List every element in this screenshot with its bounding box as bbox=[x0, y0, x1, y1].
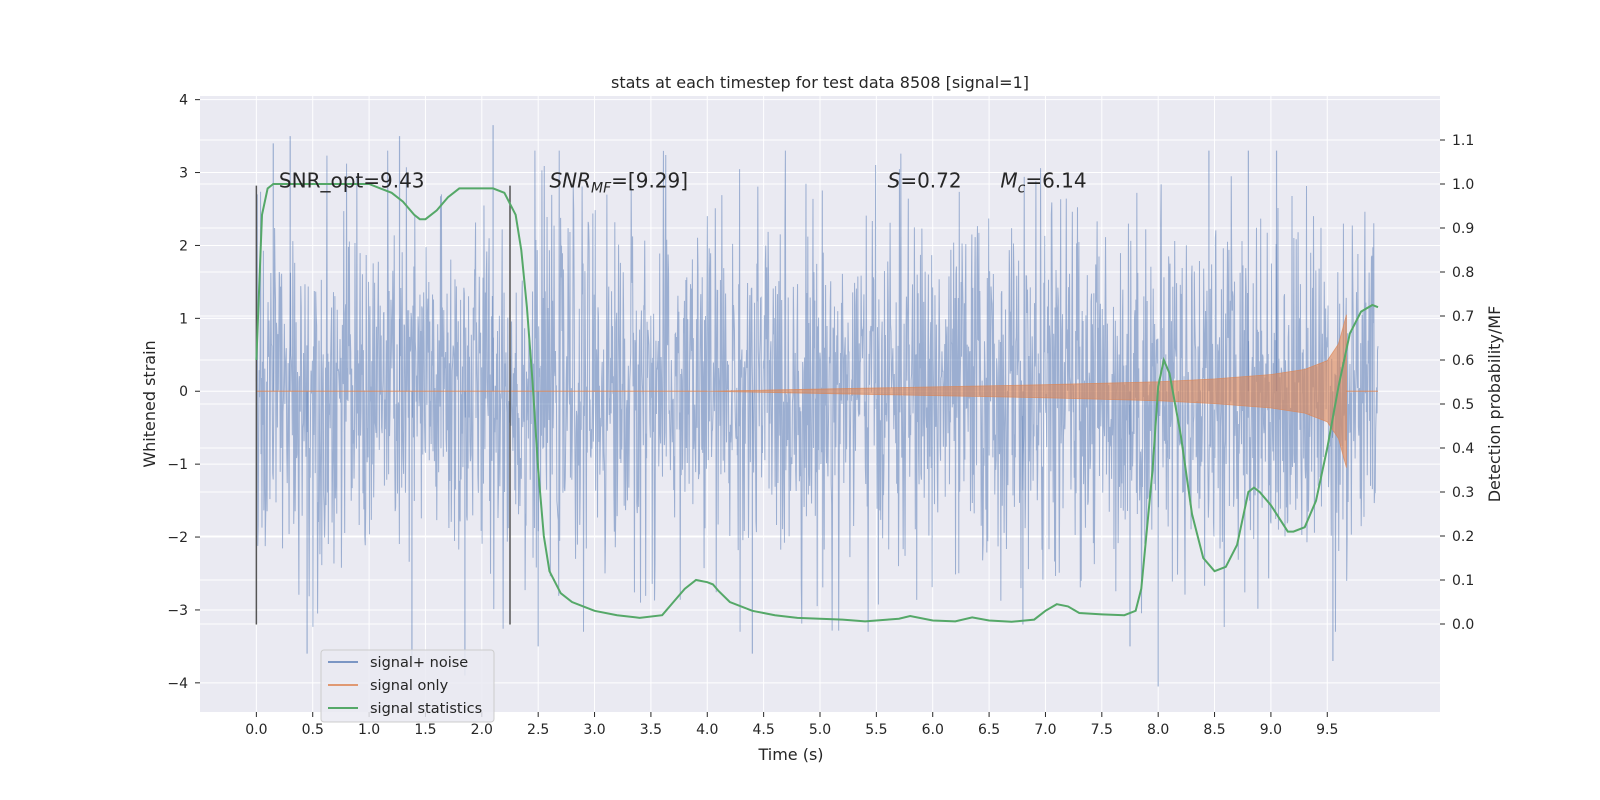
x-tick-label-6: 3.0 bbox=[583, 722, 605, 738]
yr-tick-label-0: 0.0 bbox=[1452, 617, 1474, 633]
legend-box bbox=[320, 649, 495, 723]
yr-tick-label-1: 0.1 bbox=[1452, 573, 1474, 589]
y-right-axis-ticks: 0.0 0.1 0.2 0.3 0.4 0.5 0.6 0.7 0.8 0.9 1.0 1.1 bbox=[1440, 133, 1474, 633]
yr-tick-label-9: 0.9 bbox=[1452, 221, 1474, 237]
x-axis-ticks: 0.0 0.5 1.0 1.5 2.0 2.5 3.0 3.5 4.0 4.5 5.0 5.5 6.0 6… bbox=[245, 712, 1338, 738]
y-tick-label-8: 4 bbox=[179, 93, 188, 109]
yr-tick-label-11: 1.1 bbox=[1452, 133, 1474, 149]
legend-label-signal-only: signal only bbox=[370, 678, 449, 694]
x-tick-label-17: 8.5 bbox=[1203, 722, 1225, 738]
y-tick-label-0: −4 bbox=[167, 676, 188, 692]
y-axis-label: Whitened strain bbox=[140, 340, 159, 467]
y-axis-ticks: −4 −3 −2 −1 0 1 2 3 4 bbox=[167, 93, 200, 692]
annotation-2: S=0.72 bbox=[888, 168, 962, 192]
x-tick-label-1: 0.5 bbox=[302, 722, 324, 738]
statistics-line bbox=[255, 183, 1379, 623]
yr-tick-label-2: 0.2 bbox=[1452, 529, 1474, 545]
y-right-axis-label: Detection probability/MF bbox=[1485, 306, 1504, 503]
yr-tick-label-4: 0.4 bbox=[1452, 441, 1474, 457]
x-tick-label-5: 2.5 bbox=[527, 722, 549, 738]
x-tick-label-4: 2.0 bbox=[471, 722, 493, 738]
x-tick-label-16: 8.0 bbox=[1147, 722, 1169, 738]
x-tick-label-3: 1.5 bbox=[414, 722, 436, 738]
series-signal-statistics bbox=[255, 183, 1379, 623]
annotations: SNR_opt=9.43 SNRMF=[9.29] S=0.72 Mc=6.14 bbox=[279, 168, 1087, 196]
yr-tick-label-7: 0.7 bbox=[1452, 309, 1474, 325]
chart-title: stats at each timestep for test data 850… bbox=[611, 73, 1029, 92]
legend-label-signal-statistics: signal statistics bbox=[370, 701, 482, 717]
x-tick-label-14: 7.0 bbox=[1034, 722, 1056, 738]
x-tick-label-9: 4.5 bbox=[753, 722, 775, 738]
yr-tick-label-5: 0.5 bbox=[1452, 397, 1474, 413]
yr-tick-label-6: 0.6 bbox=[1452, 353, 1474, 369]
yr-tick-label-10: 1.0 bbox=[1452, 177, 1474, 193]
y-tick-label-2: −2 bbox=[167, 530, 188, 546]
x-tick-label-7: 3.5 bbox=[640, 722, 662, 738]
series-signal-only bbox=[256, 314, 1378, 468]
legend: signal+ noise signal only signal statist… bbox=[320, 649, 495, 723]
x-tick-label-18: 9.0 bbox=[1260, 722, 1282, 738]
x-tick-label-8: 4.0 bbox=[696, 722, 718, 738]
noise-trace bbox=[255, 150, 1379, 632]
y-tick-label-6: 2 bbox=[179, 238, 188, 254]
annotation-1: SNRMF=[9.29] bbox=[549, 168, 688, 196]
x-tick-label-10: 5.0 bbox=[809, 722, 831, 738]
y-tick-label-5: 1 bbox=[179, 311, 188, 327]
x-tick-label-2: 1.0 bbox=[358, 722, 380, 738]
x-axis-label: Time (s) bbox=[757, 745, 823, 764]
x-tick-label-15: 7.5 bbox=[1091, 722, 1113, 738]
x-tick-label-12: 6.0 bbox=[922, 722, 944, 738]
y-tick-label-3: −1 bbox=[167, 457, 188, 473]
legend-label-signal-noise: signal+ noise bbox=[370, 655, 468, 671]
x-tick-label-0: 0.0 bbox=[245, 722, 267, 738]
yr-tick-label-8: 0.8 bbox=[1452, 265, 1474, 281]
y-tick-label-7: 3 bbox=[179, 166, 188, 182]
x-tick-label-11: 5.5 bbox=[865, 722, 887, 738]
yr-tick-label-3: 0.3 bbox=[1452, 485, 1474, 501]
x-tick-label-19: 9.5 bbox=[1316, 722, 1338, 738]
y-tick-label-4: 0 bbox=[179, 384, 188, 400]
x-tick-label-13: 6.5 bbox=[978, 722, 1000, 738]
annotation-0: SNR_opt=9.43 bbox=[279, 168, 425, 192]
annotation-3: Mc=6.14 bbox=[1000, 168, 1086, 196]
vertical-markers bbox=[255, 185, 511, 625]
y-tick-label-1: −3 bbox=[167, 603, 188, 619]
